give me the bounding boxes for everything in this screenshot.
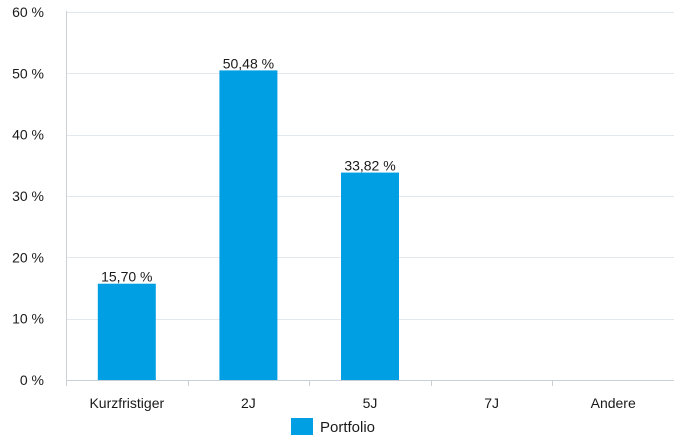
x-tick-label: 7J xyxy=(484,395,499,411)
bar xyxy=(341,172,399,380)
y-tick-label: 10 % xyxy=(12,311,44,327)
y-tick-label: 20 % xyxy=(12,249,44,265)
bar xyxy=(219,70,278,380)
y-tick-label: 0 % xyxy=(20,372,44,388)
data-labels: 15,70 % 50,48 % 33,82 % xyxy=(101,55,396,284)
legend-label-portfolio: Portfolio xyxy=(320,419,375,436)
y-axis-ticks: 0 % 10 % 20 % 30 % 40 % 50 % 60 % xyxy=(12,4,44,388)
y-tick-label: 60 % xyxy=(12,4,44,20)
y-tick-label: 40 % xyxy=(12,127,44,143)
axes xyxy=(66,11,674,386)
data-label: 15,70 % xyxy=(101,269,152,285)
legend-swatch-portfolio xyxy=(291,418,313,435)
x-tick-label: Andere xyxy=(591,395,636,411)
x-axis-ticks: Kurzfristiger 2J 5J 7J Andere xyxy=(89,395,636,411)
y-tick-label: 50 % xyxy=(12,65,44,81)
bar xyxy=(97,283,156,380)
data-label: 50,48 % xyxy=(223,55,274,71)
bars xyxy=(97,70,399,380)
y-tick-label: 30 % xyxy=(12,188,44,204)
data-label: 33,82 % xyxy=(344,158,395,174)
x-tick-label: Kurzfristiger xyxy=(89,395,164,411)
legend: Portfolio xyxy=(291,418,375,436)
x-tick-label: 5J xyxy=(363,395,378,411)
x-tick-label: 2J xyxy=(241,395,256,411)
